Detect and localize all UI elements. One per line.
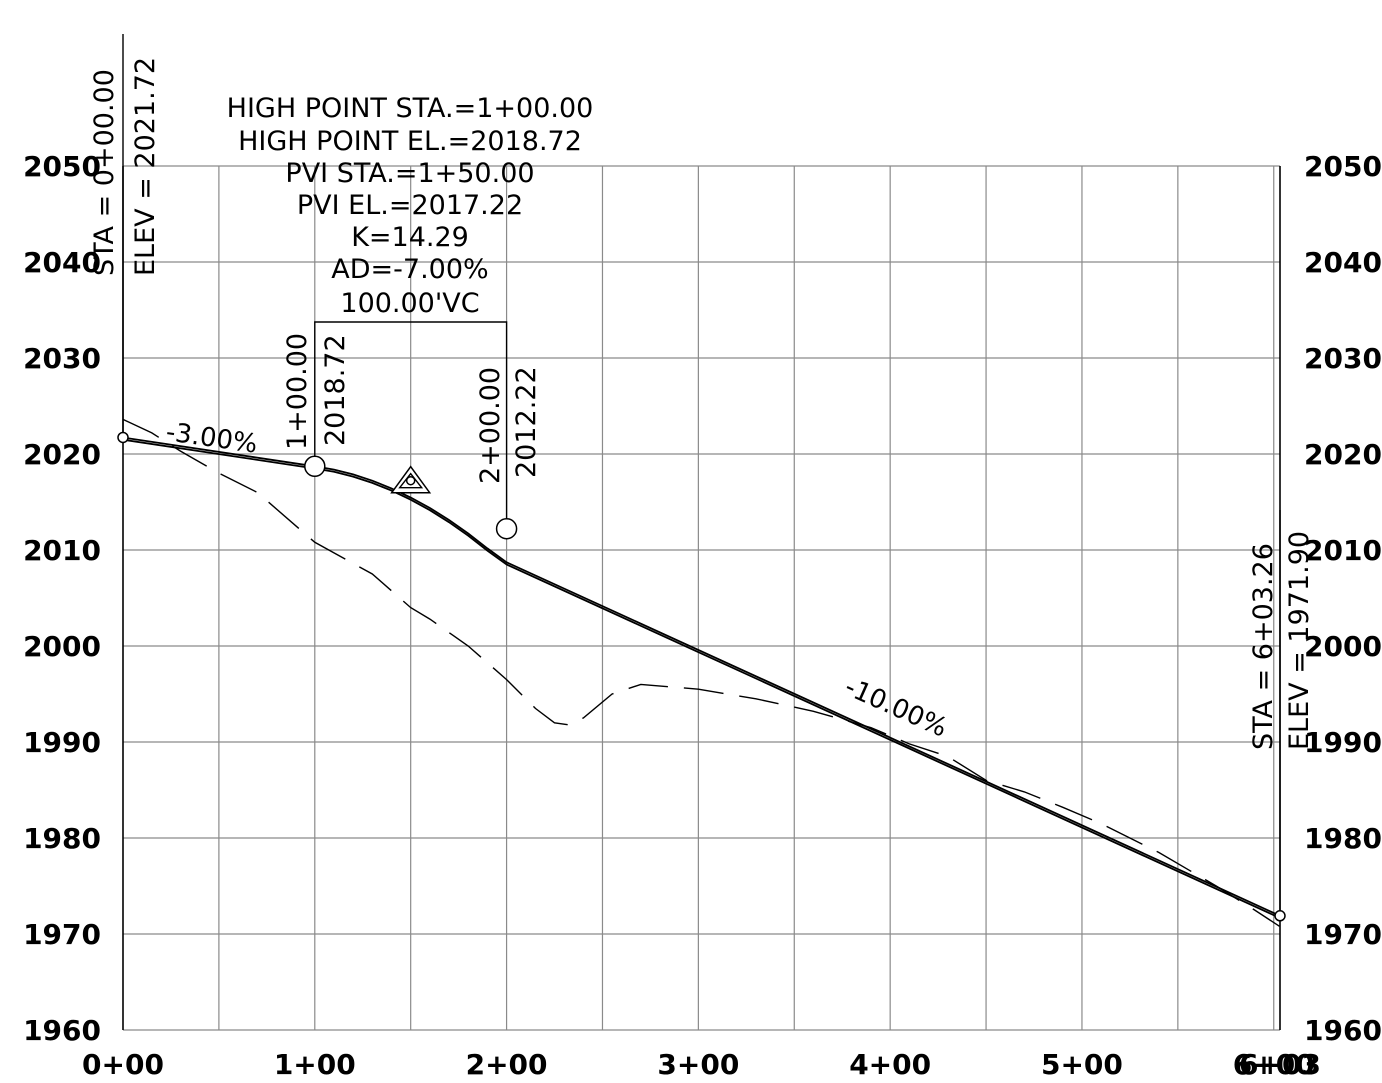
y-tick-label-right: 1960: [1304, 1014, 1382, 1047]
y-tick-label-left: 2000: [23, 630, 101, 663]
finished-grade-line-offset: [122, 438, 1281, 919]
grade-out-label: -10.00%: [840, 672, 951, 744]
y-tick-label-right: 2050: [1304, 150, 1382, 183]
curve-note-high-point-el: HIGH POINT EL.=2018.72: [238, 126, 582, 157]
x-tick-label: 6+00: [1233, 1048, 1315, 1081]
curve-note-algebraic-difference: AD=-7.00%: [331, 254, 488, 285]
finished-grade-line: [122, 436, 1281, 917]
start-elev-label: ELEV = 2021.72: [130, 57, 161, 276]
end-point-marker: [1274, 910, 1286, 922]
annotations: HIGH POINT STA.=1+00.00 HIGH POINT EL.=2…: [89, 57, 1315, 750]
curve-note-k-value: K=14.29: [351, 222, 469, 253]
axis-labels: 1960 1960 1970 1970 1980 1980 1990 1990 2000 2000…: [23, 150, 1382, 1081]
evc-elev-label: 2012.22: [511, 366, 542, 478]
pvi-triangle-inner: [398, 472, 424, 489]
x-tick-label: 1+00: [274, 1048, 356, 1081]
y-tick-label-right: 2040: [1304, 246, 1382, 279]
y-tick-label-left: 1980: [23, 822, 101, 855]
x-tick-label: 5+00: [1041, 1048, 1123, 1081]
y-tick-label-left: 2030: [23, 342, 101, 375]
end-elev-label: ELEV = 1971.90: [1284, 531, 1315, 750]
profile-markers: [117, 34, 1286, 922]
finished-grade-profile: [122, 436, 1281, 919]
y-tick-label-right: 2020: [1304, 438, 1382, 471]
y-tick-label-left: 1990: [23, 726, 101, 759]
x-tick-label: 6+03: [1239, 1048, 1321, 1081]
start-point-marker: [117, 431, 129, 444]
evc-sta-label: 2+00.00: [475, 367, 506, 484]
x-tick-label: 4+00: [849, 1048, 931, 1081]
y-tick-label-left: 1960: [23, 1014, 101, 1047]
y-tick-label-right: 1970: [1304, 918, 1382, 951]
curve-note-vertical-curve-length: 100.00'VC: [340, 288, 479, 319]
y-tick-label-right: 1980: [1304, 822, 1382, 855]
y-tick-label-right: 2010: [1304, 534, 1382, 567]
x-tick-label: 3+00: [657, 1048, 739, 1081]
curve-note-high-point-sta: HIGH POINT STA.=1+00.00: [227, 93, 594, 124]
start-sta-label: STA = 0+00.00: [89, 69, 120, 276]
bvc-elev-label: 2018.72: [320, 334, 351, 446]
x-tick-label: 0+00: [82, 1048, 164, 1081]
y-tick-label-left: 2020: [23, 438, 101, 471]
curve-note-pvi-el: PVI EL.=2017.22: [297, 190, 523, 221]
y-tick-label-left: 2040: [23, 246, 101, 279]
end-sta-label: STA = 6+03.26: [1248, 543, 1279, 750]
existing-ground-line: [122, 418, 1280, 927]
vertical-curve-bracket: [314, 321, 508, 529]
existing-ground-profile: [122, 418, 1280, 927]
grid: [122, 165, 1281, 1031]
y-tick-label-left: 1970: [23, 918, 101, 951]
bvc-marker: [304, 455, 326, 478]
x-tick-label: 2+00: [466, 1048, 548, 1081]
y-tick-label-right: 2030: [1304, 342, 1382, 375]
y-tick-label-left: 2010: [23, 534, 101, 567]
evc-marker: [495, 517, 518, 540]
curve-note-pvi-sta: PVI STA.=1+50.00: [285, 158, 534, 189]
bvc-sta-label: 1+00.00: [282, 333, 313, 450]
y-tick-label-right: 1990: [1304, 726, 1382, 759]
y-tick-label-right: 2000: [1304, 630, 1382, 663]
y-tick-label-left: 2050: [23, 150, 101, 183]
grade-in-label: -3.00%: [164, 417, 259, 460]
pvi-point: [405, 475, 416, 486]
